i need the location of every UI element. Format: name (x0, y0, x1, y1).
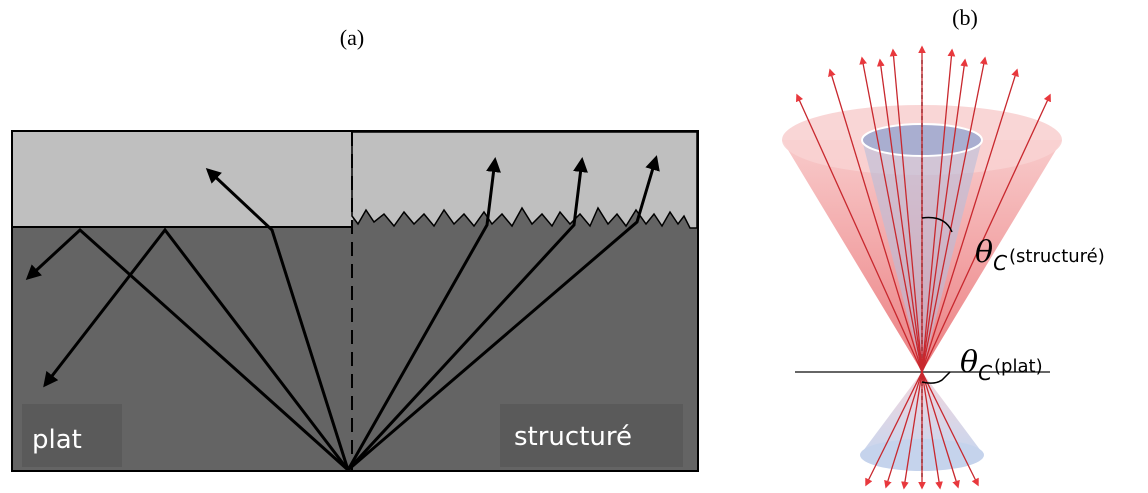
theta: θ (960, 345, 978, 380)
panel-label: (a) (340, 25, 364, 50)
theta: θ (975, 235, 993, 270)
subscript: C (993, 251, 1007, 275)
figure: (a) plat structuré (b) θC(structuré) θC(… (0, 0, 1148, 493)
annotation-text: (structuré) (1009, 246, 1105, 267)
subscript: C (978, 361, 992, 385)
annotation: θC(plat) (960, 345, 1043, 385)
outer-medium-flat (13, 132, 353, 227)
flat-label: plat (32, 425, 82, 455)
panel-label: (b) (952, 5, 978, 30)
page: {"panel_a": {"label": "(a)", "left_label… (0, 0, 1148, 493)
annotation-text: (plat) (994, 356, 1043, 377)
structured-label: structuré (514, 422, 632, 452)
